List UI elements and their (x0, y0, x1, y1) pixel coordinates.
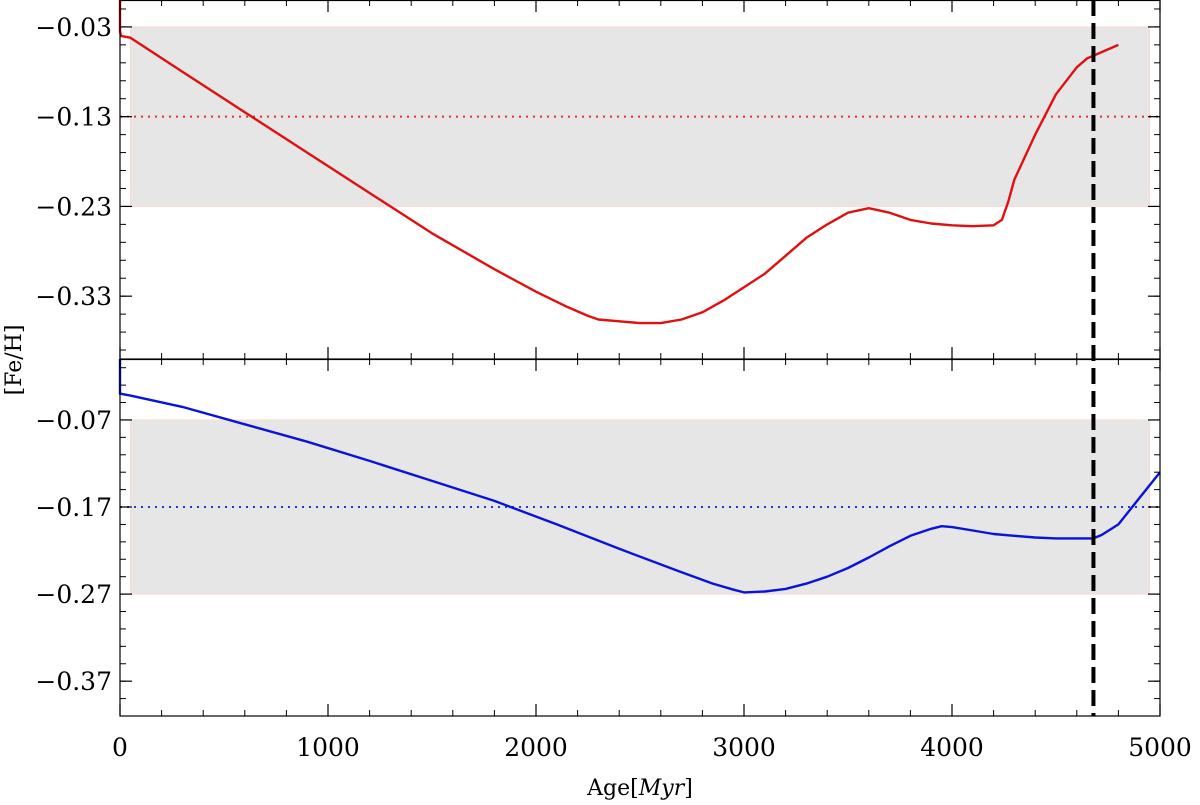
x-axis-label: Age[Myr] (586, 776, 693, 801)
top-ytick-label: −0.13 (35, 103, 112, 132)
x-axis-label-unit: Myr (638, 776, 686, 801)
xtick-label: 1000 (296, 733, 360, 762)
xtick-label: 4000 (920, 733, 984, 762)
x-axis-label-open: [ (630, 776, 639, 801)
top-ytick-label: −0.23 (35, 192, 112, 221)
xtick-label: 5000 (1128, 733, 1192, 762)
bottom-ytick-label: −0.27 (35, 580, 112, 609)
axis-ticks: −0.03 −0.13 −0.23 −0.33 −0.07 −0.17 −0.27 −0.37… (35, 0, 1192, 762)
bottom-ytick-label: −0.37 (35, 667, 112, 696)
bottom-frame (119, 358, 1161, 717)
top-series-line-0 (118, 0, 1119, 325)
bottom-ytick-label: −0.07 (35, 406, 112, 435)
x-axis-label-main: Age (586, 776, 630, 801)
bottom-ytick-label: −0.17 (35, 493, 112, 522)
xtick-label: 3000 (712, 733, 776, 762)
bottom-series-line-0 (118, 359, 1161, 594)
top-ytick-label: −0.33 (35, 282, 112, 311)
data-series (118, 0, 1161, 594)
axis-labels: [Fe/H] Age[Myr] (2, 325, 693, 801)
top-ytick-label: −0.03 (35, 13, 112, 42)
y-axis-label: [Fe/H] (2, 325, 27, 396)
panel-frames (119, 0, 1161, 717)
reference-lines (120, 115, 1160, 509)
xtick-label: 0 (112, 733, 128, 762)
xtick-label: 2000 (504, 733, 568, 762)
uncertainty-bands (129, 26, 1151, 595)
x-axis-label-close: ] (684, 776, 693, 801)
